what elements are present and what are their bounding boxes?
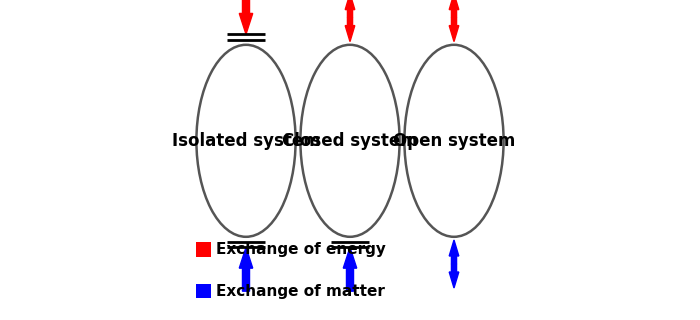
Text: Exchange of matter: Exchange of matter [216,284,384,299]
FancyArrow shape [449,240,459,264]
Text: Exchange of energy: Exchange of energy [216,242,386,257]
FancyArrow shape [449,18,459,42]
FancyArrow shape [345,0,355,18]
FancyArrow shape [239,247,253,291]
Text: Open system: Open system [393,132,515,150]
FancyArrow shape [449,0,459,18]
Text: Closed system: Closed system [282,132,418,150]
Bar [197,243,211,257]
FancyArrow shape [239,0,253,34]
FancyArrow shape [343,247,357,291]
Bar [197,284,211,298]
FancyArrow shape [345,18,355,42]
Text: Isolated system: Isolated system [172,132,321,150]
FancyArrow shape [449,264,459,288]
